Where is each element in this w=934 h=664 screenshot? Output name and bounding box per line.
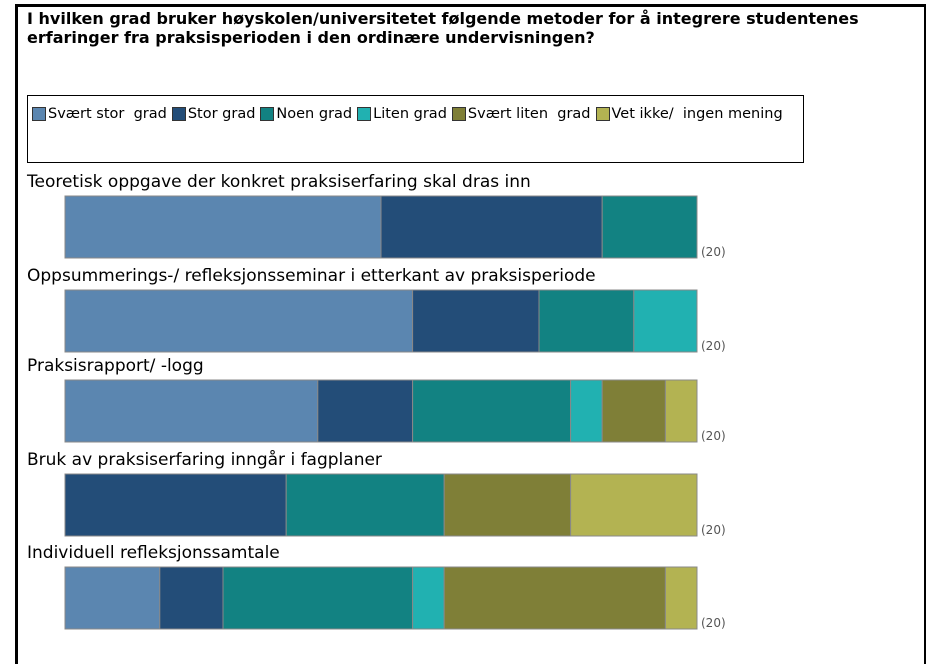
legend-item: Svært liten grad <box>451 102 591 126</box>
legend-label: Liten grad <box>373 106 447 122</box>
bar-segment <box>64 289 414 353</box>
total-label: (20) <box>701 429 726 443</box>
bar-segment <box>664 379 698 443</box>
bar-segment <box>64 473 287 537</box>
legend-label: Noen grad <box>276 106 353 122</box>
legend-label: Vet ikke/ ingen mening <box>611 106 783 122</box>
bar-segment <box>443 473 572 537</box>
legend-swatch <box>260 107 275 121</box>
legend-swatch <box>451 107 466 121</box>
bar-segment <box>380 195 603 259</box>
bar-segment <box>633 289 698 353</box>
bar-segment <box>443 566 666 630</box>
bar-segment <box>64 379 319 443</box>
bar-segment <box>570 473 698 537</box>
legend-swatch <box>32 107 46 121</box>
bar-segment <box>601 195 698 259</box>
frame <box>15 4 926 664</box>
legend-swatch <box>171 107 186 121</box>
legend-label: Svært liten grad <box>467 106 591 122</box>
category-label: Bruk av praksiserfaring inngår i fagplan… <box>27 449 382 470</box>
chart-title: I hvilken grad bruker høyskolen/universi… <box>27 9 859 47</box>
category-label: Teoretisk oppgave der konkret praksiserf… <box>26 172 531 192</box>
legend-item: Liten grad <box>357 102 447 126</box>
bar-segment <box>159 566 224 630</box>
bar-segment <box>601 379 666 443</box>
bar-segment <box>412 566 445 630</box>
legend-item: Stor grad <box>171 102 256 126</box>
bar-segment <box>64 195 382 259</box>
category-label: Praksisrapport/ -logg <box>27 356 204 376</box>
legend-label: Svært stor grad <box>48 106 167 122</box>
total-label: (20) <box>701 245 726 259</box>
legend-swatch <box>357 107 372 121</box>
legend-item: Svært stor grad <box>32 102 167 126</box>
legend-label: Stor grad <box>187 106 256 122</box>
bar-segment <box>317 379 414 443</box>
bar-segment <box>412 379 572 443</box>
bar-segment <box>222 566 414 630</box>
legend: Svært stor grad Stor grad Noen grad Liten g… <box>27 95 804 163</box>
legend-item: Vet ikke/ ingen mening <box>595 102 783 126</box>
total-label: (20) <box>701 339 726 353</box>
bar-segment <box>412 289 540 353</box>
bar-segment <box>538 289 635 353</box>
bar-segment <box>570 379 603 443</box>
bar-segment <box>285 473 445 537</box>
bar-segment <box>664 566 698 630</box>
total-label: (20) <box>701 523 726 537</box>
category-label: Individuell refleksjonssamtale <box>27 543 280 563</box>
category-label: Oppsummerings-/ refleksjonsseminar i ett… <box>27 266 596 286</box>
legend-item: Noen grad <box>260 102 352 126</box>
total-label: (20) <box>701 616 726 630</box>
legend-swatch <box>595 107 610 121</box>
bar-segment <box>64 566 161 630</box>
